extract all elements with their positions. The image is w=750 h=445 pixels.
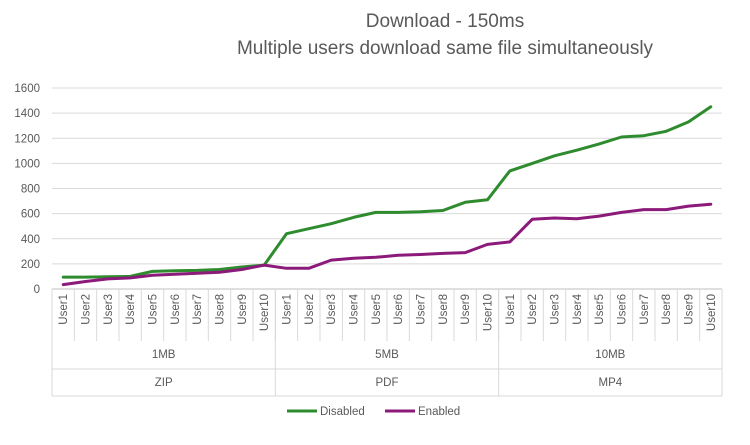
group-size-label: 1MB bbox=[152, 349, 176, 361]
x-tick-label: User4 bbox=[572, 293, 584, 324]
chart-title: Download - 150ms bbox=[365, 11, 525, 32]
x-tick-label: User6 bbox=[170, 294, 182, 325]
x-tick-label: User3 bbox=[550, 294, 562, 325]
chart-title-block: Download - 150ms Multiple users download… bbox=[0, 8, 750, 62]
x-axis: User1 User2 User3 User4 User5 User6 User7 User8… bbox=[51, 288, 723, 397]
x-tick-label: User6 bbox=[393, 294, 405, 325]
legend-label-disabled: Disabled bbox=[320, 406, 365, 418]
y-tick-label: 200 bbox=[21, 259, 40, 271]
x-tick-label: User5 bbox=[371, 294, 383, 325]
x-tick-label: User3 bbox=[103, 294, 115, 325]
legend: Disabled Enabled bbox=[287, 406, 460, 418]
y-tick-label: 1000 bbox=[14, 158, 40, 170]
x-tick-label: User1 bbox=[505, 294, 517, 325]
group-size-label: 10MB bbox=[595, 349, 625, 361]
x-tick-label: User2 bbox=[527, 294, 539, 325]
series-lines bbox=[61, 105, 713, 287]
x-tick-label: User10 bbox=[259, 294, 271, 331]
y-tick-label: 1400 bbox=[14, 108, 40, 120]
x-tick-label: User7 bbox=[639, 294, 651, 325]
group-type-label: ZIP bbox=[155, 377, 173, 389]
gridlines bbox=[52, 87, 722, 265]
y-axis: 0 200 400 600 800 1000 1200 1400 1600 bbox=[14, 83, 40, 296]
x-tick-label: User7 bbox=[416, 294, 428, 325]
y-tick-label: 800 bbox=[21, 184, 40, 196]
y-tick-label: 0 bbox=[34, 284, 40, 296]
x-tick-label: User3 bbox=[326, 294, 338, 325]
x-tick-label: User7 bbox=[192, 294, 204, 325]
x-tick-label: User9 bbox=[237, 294, 249, 325]
y-tick-label: 400 bbox=[21, 234, 40, 246]
x-tick-label: User9 bbox=[460, 294, 472, 325]
x-tick-label: User10 bbox=[706, 294, 718, 331]
x-tick-label: User5 bbox=[594, 294, 606, 325]
y-tick-label: 600 bbox=[21, 209, 40, 221]
x-tick-label: User10 bbox=[483, 294, 495, 331]
series-line-disabled bbox=[61, 105, 713, 279]
x-tick-label: User6 bbox=[617, 294, 629, 325]
x-tick-label: User1 bbox=[282, 294, 294, 325]
legend-label-enabled: Enabled bbox=[418, 406, 460, 418]
x-tick-label: User2 bbox=[304, 294, 316, 325]
x-tick-label: User5 bbox=[148, 294, 160, 325]
x-tick-label: User8 bbox=[661, 294, 673, 325]
group-type-label: PDF bbox=[376, 377, 399, 389]
group-size-label: 5MB bbox=[375, 349, 399, 361]
x-tick-label: User2 bbox=[81, 294, 93, 325]
y-tick-label: 1600 bbox=[14, 83, 40, 95]
x-tick-label: User8 bbox=[215, 294, 227, 325]
y-tick-label: 1200 bbox=[14, 133, 40, 145]
x-tick-label: User4 bbox=[349, 293, 361, 324]
x-tick-label: User4 bbox=[125, 293, 137, 324]
group-type-label: MP4 bbox=[599, 377, 623, 389]
x-tick-label: User9 bbox=[684, 294, 696, 325]
chart-subtitle: Multiple users download same file simult… bbox=[236, 38, 654, 59]
x-tick-label: User1 bbox=[58, 294, 70, 325]
series-line-enabled bbox=[61, 202, 713, 287]
x-tick-label: User8 bbox=[438, 294, 450, 325]
